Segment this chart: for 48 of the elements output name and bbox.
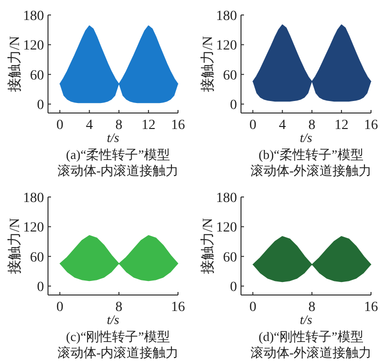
x-tick-label: 16 [171, 300, 185, 315]
text: 滚动体-内滚道接触力 [57, 345, 179, 360]
y-tick-label: 60 [223, 250, 237, 266]
text: 滚动体-外滚道接触力 [250, 345, 372, 360]
y-tick-label: 180 [216, 191, 237, 206]
x-tick-label: 4 [86, 118, 93, 133]
y-tick-label: 120 [216, 38, 237, 54]
x-tick-label: 0 [56, 300, 64, 315]
y-axis-title: 接触力/N [200, 218, 216, 274]
x-tick-label: 8 [115, 300, 122, 315]
text: (d)“刚性转子”模型 [258, 329, 364, 344]
x-axis-title: t/s [300, 312, 312, 327]
y-tick-label: 180 [23, 191, 44, 206]
x-tick-label: 16 [171, 118, 185, 133]
x-axis-title: t/s [106, 130, 120, 145]
x-axis-title: t/s [300, 130, 312, 145]
y-tick-label: 180 [23, 9, 44, 24]
x-tick-label: 8 [308, 300, 316, 315]
text: (a)“柔性转子”模型 [66, 147, 170, 162]
x-axis-title: t/s [106, 312, 120, 327]
y-axis-title: 接触力/N [200, 36, 216, 92]
y-tick-label: 180 [216, 9, 237, 24]
x-tick-label: 0 [249, 118, 256, 133]
y-tick-label: 120 [23, 38, 44, 54]
x-tick-label: 16 [364, 118, 378, 133]
y-tick-label: 60 [30, 250, 44, 266]
x-tick-label: 0 [56, 118, 64, 133]
y-axis-title: 接触力/N [7, 218, 23, 274]
y-tick-label: 60 [223, 68, 237, 84]
y-tick-label: 0 [37, 98, 44, 114]
y-tick-label: 120 [216, 220, 237, 236]
x-tick-label: 0 [249, 300, 256, 315]
x-tick-label: 4 [278, 118, 286, 133]
text: (b)“柔性转子”模型 [258, 147, 364, 162]
y-tick-label: 0 [230, 280, 237, 296]
text: (c)“刚性转子”模型 [66, 329, 170, 344]
y-tick-label: 60 [30, 68, 44, 84]
x-tick-label: 16 [364, 300, 378, 315]
x-tick-label: 8 [308, 118, 316, 133]
text: 滚动体-内滚道接触力 [57, 163, 179, 178]
text: 滚动体-外滚道接触力 [250, 163, 372, 178]
y-tick-label: 0 [37, 280, 44, 296]
y-tick-label: 120 [23, 220, 44, 236]
y-tick-label: 0 [230, 98, 237, 114]
x-tick-label: 12 [334, 118, 348, 133]
x-tick-label: 12 [141, 118, 156, 133]
y-axis-title: 接触力/N [7, 36, 23, 92]
x-tick-label: 8 [115, 118, 122, 133]
